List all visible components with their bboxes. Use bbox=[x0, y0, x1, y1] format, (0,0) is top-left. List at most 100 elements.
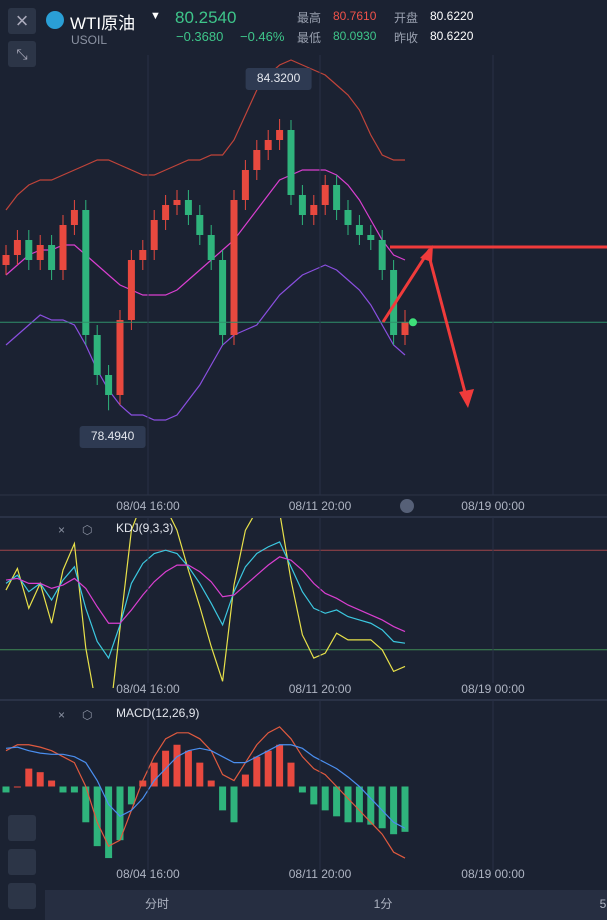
macd-bar bbox=[150, 762, 158, 787]
time-label: 08/11 20:00 bbox=[289, 867, 352, 881]
collapse-button[interactable]: ⤡ bbox=[8, 41, 36, 67]
change: −0.3680 bbox=[176, 29, 224, 44]
candle-body bbox=[48, 245, 56, 270]
candle-body bbox=[367, 235, 375, 240]
candle-body bbox=[276, 130, 284, 140]
indicator-title: KDJ(9,3,3) bbox=[116, 521, 173, 535]
close-icon[interactable]: × bbox=[58, 708, 65, 722]
time-label: 08/04 16:00 bbox=[116, 499, 180, 513]
stat-value: 80.0930 bbox=[333, 29, 377, 43]
time-label: 08/04 16:00 bbox=[116, 867, 180, 881]
dropdown-caret[interactable]: ▼ bbox=[150, 10, 161, 22]
indicator-line bbox=[5, 744, 406, 829]
candle-body bbox=[127, 260, 135, 320]
stat-label: 开盘 bbox=[394, 11, 419, 25]
footer-tab: 分时 bbox=[145, 897, 169, 911]
tool-button[interactable] bbox=[8, 849, 36, 875]
macd-bar bbox=[401, 786, 409, 832]
settings-icon[interactable]: ⬡ bbox=[82, 708, 92, 722]
candle-body bbox=[219, 260, 227, 335]
indicator-line bbox=[5, 518, 406, 688]
macd-bar bbox=[105, 786, 113, 859]
price-tag bbox=[79, 426, 146, 448]
candle-body bbox=[2, 255, 10, 265]
macd-bar bbox=[367, 786, 375, 825]
scroll-handle[interactable] bbox=[400, 499, 414, 513]
candle-body bbox=[82, 210, 90, 335]
candle-body bbox=[105, 375, 113, 395]
macd-panel bbox=[2, 726, 409, 859]
candle-body bbox=[253, 150, 261, 170]
macd-bar bbox=[298, 786, 306, 793]
candle-body bbox=[378, 240, 386, 270]
symbol-name[interactable]: WTI原油 bbox=[70, 14, 136, 33]
macd-bar bbox=[2, 786, 10, 793]
stat-label: 昨收 bbox=[394, 31, 419, 45]
close-icon[interactable]: × bbox=[58, 523, 65, 537]
macd-bar bbox=[36, 772, 44, 787]
indicator-line bbox=[5, 541, 406, 660]
arrow-head bbox=[459, 389, 474, 408]
candle-body bbox=[287, 130, 295, 195]
kdj-panel bbox=[0, 518, 607, 688]
candle-body bbox=[207, 235, 215, 260]
stat-label: 最低 bbox=[297, 31, 322, 45]
time-label: 08/19 00:00 bbox=[461, 867, 525, 881]
candle-body bbox=[401, 322, 409, 335]
macd-bar bbox=[310, 786, 318, 805]
candle-body bbox=[173, 200, 181, 205]
candle-body bbox=[36, 245, 44, 260]
time-label: 08/11 20:00 bbox=[289, 682, 352, 696]
macd-bar bbox=[253, 756, 261, 787]
tool-button[interactable] bbox=[8, 883, 36, 909]
candle-body bbox=[230, 200, 238, 335]
candle-body bbox=[344, 210, 352, 225]
settings-icon[interactable]: ⬡ bbox=[82, 523, 92, 537]
symbol-code: USOIL bbox=[71, 33, 108, 47]
time-label: 08/19 00:00 bbox=[461, 682, 525, 696]
macd-bar bbox=[59, 786, 67, 793]
tool-button[interactable] bbox=[8, 815, 36, 841]
candle-body bbox=[241, 170, 249, 200]
indicator-line bbox=[5, 726, 406, 859]
footer-tab: 5 bbox=[600, 897, 607, 911]
macd-bar bbox=[48, 780, 56, 787]
indicator-line bbox=[5, 169, 406, 296]
macd-bar bbox=[25, 768, 33, 787]
close-button[interactable]: × bbox=[8, 8, 36, 34]
macd-bar bbox=[264, 750, 272, 787]
macd-bar bbox=[276, 744, 284, 787]
macd-bar bbox=[173, 744, 181, 787]
candle-body bbox=[310, 205, 318, 215]
macd-bar bbox=[219, 786, 227, 811]
macd-bar bbox=[333, 786, 341, 817]
price-tag bbox=[245, 68, 312, 90]
macd-bar bbox=[230, 786, 238, 823]
stat-value: 80.6220 bbox=[430, 9, 474, 23]
macd-bar bbox=[13, 786, 21, 788]
indicator-line bbox=[5, 556, 406, 633]
indicator-line bbox=[5, 264, 406, 421]
macd-bar bbox=[93, 786, 101, 847]
macd-bar bbox=[321, 786, 329, 811]
macd-bar bbox=[287, 762, 295, 787]
candle-body bbox=[184, 200, 192, 215]
macd-bar bbox=[196, 762, 204, 787]
macd-bar bbox=[184, 750, 192, 787]
macd-bar bbox=[116, 786, 124, 841]
candle-body bbox=[59, 225, 67, 270]
candle-body bbox=[390, 270, 398, 335]
min-price-label: 78.4940 bbox=[91, 429, 135, 443]
candle-body bbox=[321, 185, 329, 205]
macd-bar bbox=[241, 774, 249, 787]
footer-tab: 1分 bbox=[374, 897, 393, 911]
candle-body bbox=[264, 140, 272, 150]
indicator-title: MACD(12,26,9) bbox=[116, 706, 199, 720]
candle-body bbox=[298, 195, 306, 215]
symbol-icon bbox=[46, 11, 64, 29]
candle-body bbox=[25, 240, 33, 260]
candle-body bbox=[139, 250, 147, 260]
candle-body bbox=[333, 185, 341, 210]
